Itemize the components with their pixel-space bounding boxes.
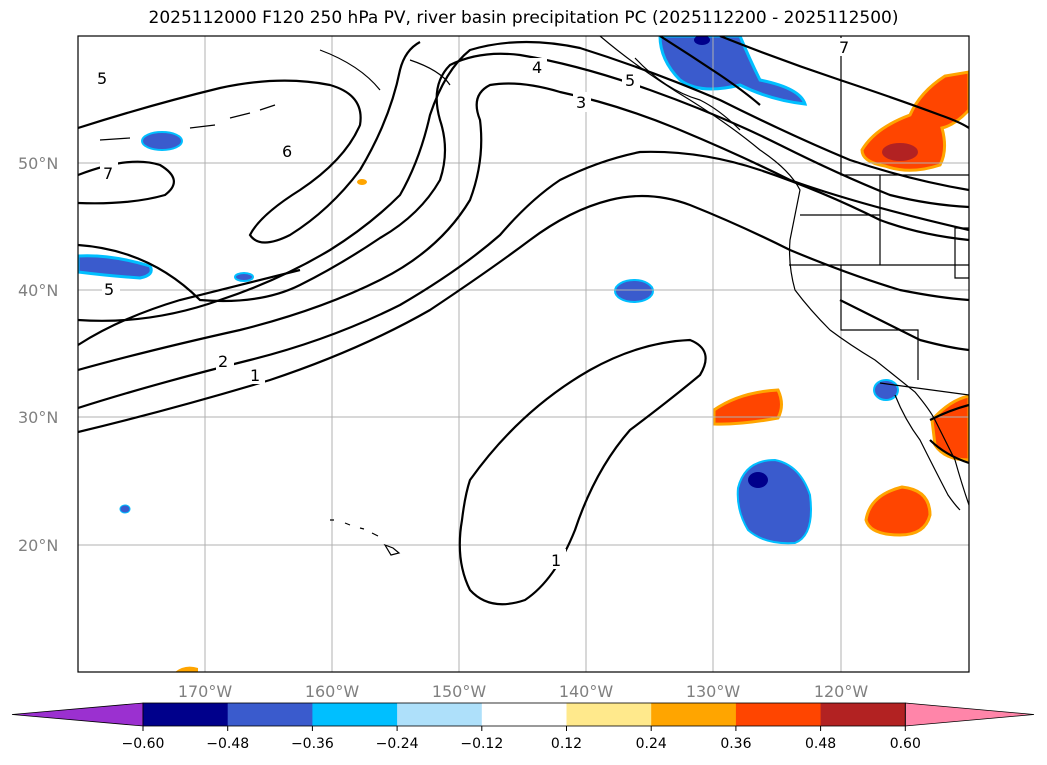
colorbar-segment [566,703,652,726]
pv-contour [78,82,969,372]
contour-label: 2 [218,352,228,371]
colorbar-segment [143,703,229,726]
lon-label: 160°W [305,682,360,701]
lat-label: 40°N [18,281,58,300]
contour-label: 7 [103,164,113,183]
anomaly-blob-positive [175,666,198,672]
contour-label: 5 [97,69,107,88]
lat-label: 50°N [18,154,58,173]
colorbar-frame [142,702,906,727]
lon-label: 120°W [814,682,869,701]
pv-contour [719,36,969,129]
lon-label: 170°W [178,682,233,701]
anomaly-blob-negative [873,379,899,401]
contour-label: 5 [625,71,635,90]
colorbar-extension-high [904,702,1035,727]
anomaly-blob-positive [864,485,932,537]
anomaly-blob-negative [614,279,654,303]
colorbar: −0.60 −0.48 −0.36 −0.24 −0.12 0.12 0.24 0.36 0.4… [11,702,1035,752]
colorbar-tick-label: 0.48 [805,736,836,752]
pv-contour [929,403,969,465]
contour-labels: 5 7 6 4 3 5 7 5 2 1 1 [94,38,853,570]
contour-label: 1 [551,551,561,570]
anomaly-blob-negative [658,36,808,106]
colorbar-tick-label: −0.48 [206,736,249,752]
pv-contour [78,160,175,205]
pv-contour [78,194,969,434]
colorbar-segment [651,703,737,726]
pv-contour [458,338,707,606]
lat-label: 30°N [18,408,58,427]
colorbar-segment [227,703,313,726]
colorbar-tick-label: −0.60 [122,736,165,752]
colorbar-tick-label: 0.36 [720,736,751,752]
contour-label: 4 [532,58,542,77]
pv-contour [78,150,969,410]
lon-label: 130°W [686,682,741,701]
pv-contour [78,41,421,244]
pv-contour [659,36,761,106]
anomaly-blob-negative [141,131,183,151]
map-title: 2025112000 F120 250 hPa PV, river basin … [148,8,899,28]
lat-label: 20°N [18,536,58,555]
colorbar-tick-label: −0.24 [376,736,419,752]
contour-label: 5 [104,280,114,299]
anomaly-blob-negative [234,272,254,282]
colorbar-tick-label: 0.12 [551,736,582,752]
pv-contours [78,36,969,606]
pv-contour [839,299,969,352]
colorbar-tick-label: −0.36 [291,736,334,752]
contour-label: 6 [282,142,292,161]
colorbar-segment [481,703,567,726]
colorbar-segment [312,703,398,726]
colorbar-tick-label: 0.24 [636,736,667,752]
anomaly-blob-positive [712,388,783,426]
graticule [78,36,969,672]
plot-frame [77,35,970,673]
anomaly-blob-positive [930,394,969,462]
pv-contour [78,40,969,322]
anomaly-blob-negative [119,504,131,514]
colorbar-tick-label: 0.60 [890,736,921,752]
longitude-labels: 170°W 160°W 150°W 140°W 130°W 120°W [178,682,869,701]
contour-label: 1 [250,366,260,385]
anomaly-blob-negative-core [748,472,768,488]
colorbar-tick-label: −0.12 [460,736,503,752]
lon-label: 150°W [432,682,487,701]
anomaly-blob-positive-core [882,143,918,161]
latitude-labels: 50°N 40°N 30°N 20°N [18,154,58,555]
colorbar-segment [820,703,906,726]
anomaly-blob-positive [357,179,367,185]
colorbar-segment [397,703,483,726]
pv-contour [78,268,301,346]
colorbar-extension-low [11,702,144,727]
contour-label: 7 [839,38,849,57]
pv-contour [78,52,969,303]
colorbar-segment [735,703,822,726]
anomaly-blob-negative [78,254,153,280]
anomaly-blob-negative-core [694,36,710,45]
precip-anomaly-fills [78,36,969,672]
contour-label: 3 [576,93,586,112]
anomaly-blob-negative [736,458,812,545]
lon-label: 140°W [559,682,614,701]
